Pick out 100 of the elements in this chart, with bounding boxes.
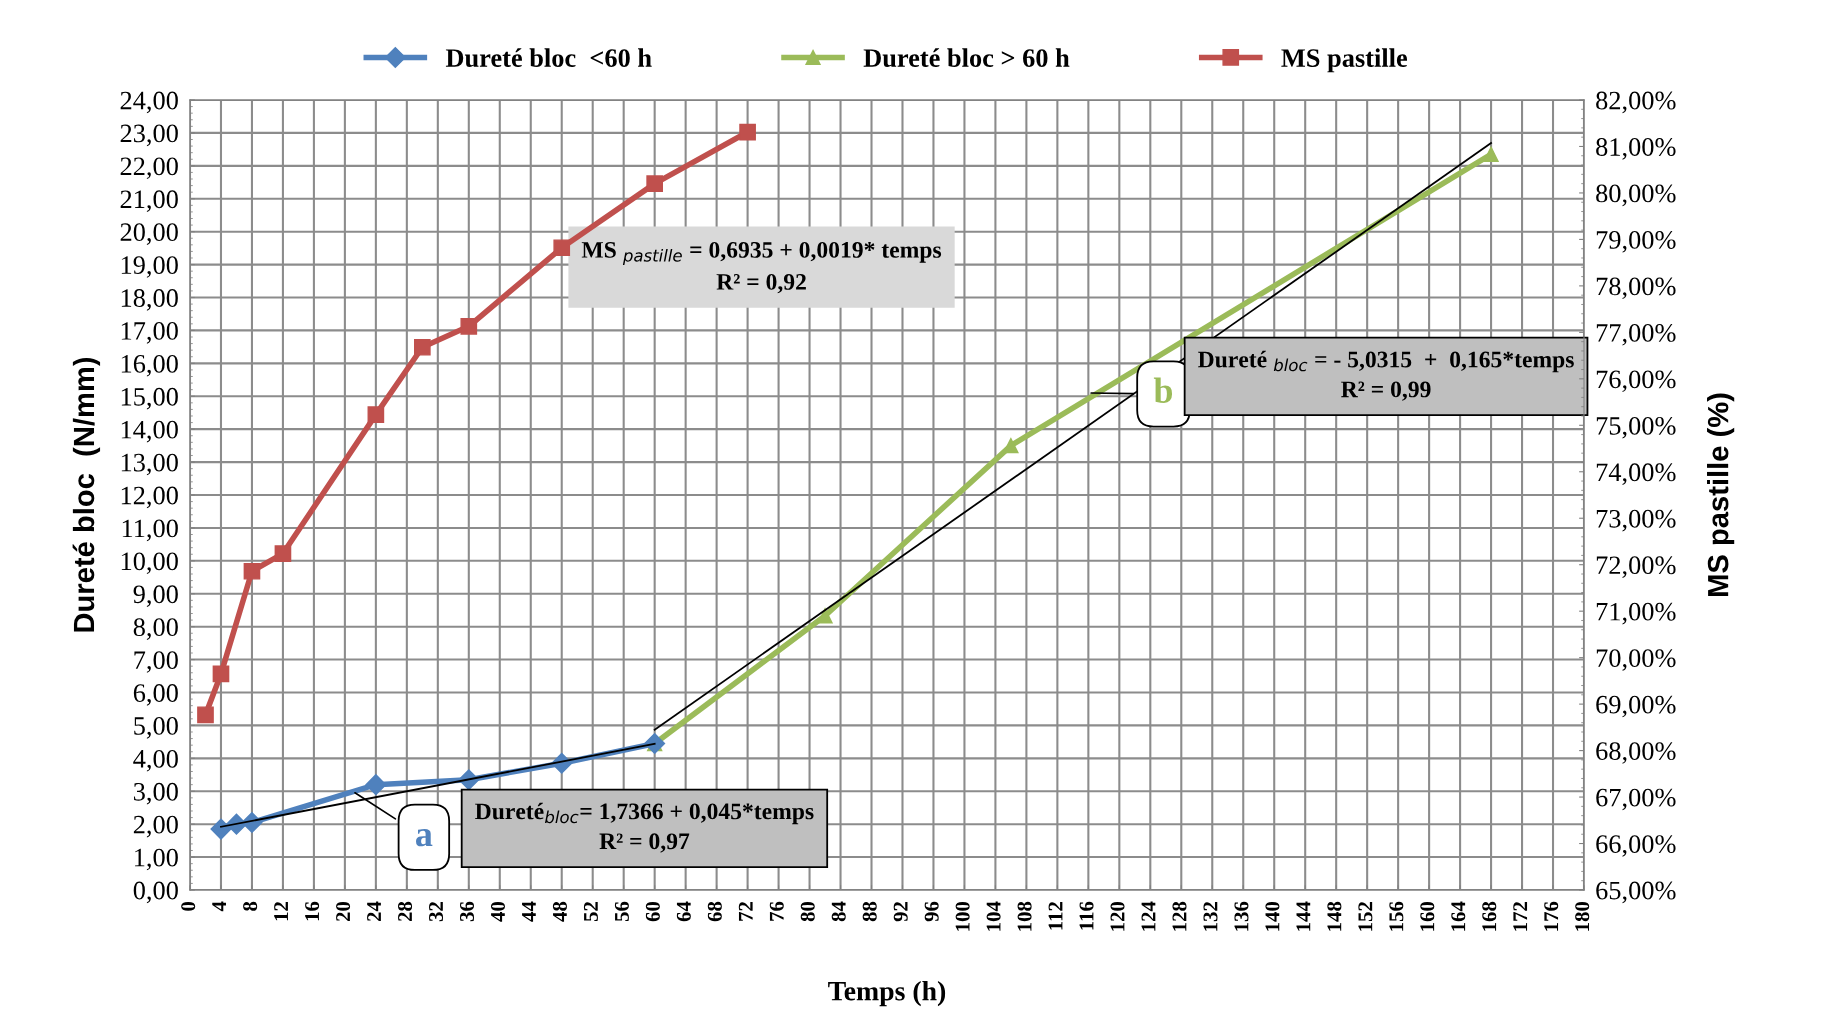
x-tick-label: 176 — [1544, 901, 1559, 931]
y-tick-label: 3,00 — [133, 782, 178, 805]
x-tick-label: 180 — [1575, 901, 1590, 931]
x-tick-label: 168 — [1482, 901, 1497, 931]
x-tick-label: 148 — [1327, 901, 1342, 931]
y-tick-label: 0,00 — [133, 881, 178, 904]
x-tick-label: 84 — [831, 901, 846, 922]
y-tick-label: 2,00 — [133, 815, 178, 838]
x-tick-label: 48 — [552, 901, 567, 922]
x-tick-label: 4 — [212, 901, 226, 912]
x-tick-label: 164 — [1451, 901, 1466, 931]
x-tick-label: 120 — [1110, 901, 1125, 931]
y2-tick-label: 69,00% — [1596, 695, 1676, 718]
y-tick-label: 24,00 — [120, 91, 178, 114]
y2-tick-label: 73,00% — [1596, 509, 1676, 532]
y-tick-label: 19,00 — [121, 256, 178, 278]
x-tick-label: 0 — [181, 901, 196, 911]
annotation: b — [1153, 377, 1173, 403]
x-tick-label: 32 — [429, 902, 444, 922]
y-tick-label: 8,00 — [133, 618, 178, 640]
x-tick-label: 124 — [1141, 901, 1156, 931]
y2-tick-label: 78,00% — [1596, 277, 1676, 300]
x-tick-label: 156 — [1389, 901, 1404, 931]
x-tick-label: 56 — [614, 901, 629, 922]
x-tick-label: 60 — [645, 901, 660, 922]
x-tick-label: 72 — [738, 902, 753, 921]
x-tick-label: 36 — [460, 901, 475, 922]
x-tick-label: 76 — [769, 901, 784, 921]
x-tick-label: 44 — [522, 901, 536, 922]
y2-tick-label: 79,00% — [1596, 231, 1676, 253]
y2-tick-label: 81,00% — [1596, 138, 1676, 160]
x-tick-label: 80 — [800, 901, 815, 922]
y-tick-label: 13,00 — [121, 453, 178, 476]
y-tick-label: 6,00 — [133, 684, 178, 706]
y-tick-label: 5,00 — [134, 717, 178, 739]
x-tick-label: 92 — [893, 902, 908, 922]
x-tick-label: 100 — [955, 901, 970, 931]
x-tick-label: 20 — [336, 901, 351, 922]
x-tick-label: 88 — [862, 901, 877, 922]
x-tick-label: 8 — [243, 901, 258, 911]
legend-label: Dureté bloc <60 h — [445, 48, 652, 67]
x-tick-label: 24 — [367, 901, 381, 922]
y-tick-label: 17,00 — [121, 322, 178, 344]
x-tick-label: 128 — [1172, 901, 1187, 931]
y-tick-label: 20,00 — [120, 223, 178, 245]
x-tick-label: 64 — [676, 901, 691, 922]
x-tick-label: 108 — [1017, 901, 1032, 931]
x-tick-label: 132 — [1203, 902, 1218, 931]
y-tick-label: 1,00 — [135, 848, 178, 871]
x-tick-label: 172 — [1513, 902, 1528, 931]
y2-tick-label: 80,00% — [1596, 184, 1676, 207]
annotation: Dureté$_{bloc}$= 1,7366 + 0,045*temps R² = 0,97 — [475, 802, 814, 853]
x-tick-label: 52 — [583, 902, 598, 922]
y-tick-label: 18,00 — [121, 289, 178, 311]
y2-tick-label: 67,00% — [1596, 788, 1676, 811]
x-axis-title: Temps (h) — [828, 980, 946, 1007]
y2-tick-label: 77,00% — [1596, 323, 1676, 346]
y2-tick-label: 70,00% — [1596, 649, 1676, 671]
y2-axis-title: MS pastille (%) — [1707, 393, 1735, 596]
y-tick-label: 22,00 — [120, 157, 178, 180]
y-tick-label: 16,00 — [121, 354, 178, 377]
x-tick-label: 16 — [305, 901, 320, 921]
x-tick-label: 116 — [1079, 901, 1094, 930]
y-tick-label: 4,00 — [133, 749, 178, 772]
y2-tick-label: 66,00% — [1596, 835, 1676, 857]
x-tick-label: 40 — [490, 901, 505, 922]
y2-tick-label: 82,00% — [1596, 91, 1676, 114]
y-tick-label: 11,00 — [122, 519, 178, 542]
annotation: MS $_{pastille}$ = 0,6935 + 0,0019* temps R² = 0,92 — [581, 241, 942, 294]
y-tick-label: 14,00 — [121, 420, 178, 443]
x-tick-label: 96 — [924, 901, 939, 922]
y-tick-label: 15,00 — [121, 387, 178, 410]
x-tick-label: 152 — [1358, 902, 1373, 931]
x-tick-label: 136 — [1234, 901, 1249, 931]
y-tick-label: 23,00 — [120, 124, 178, 147]
x-tick-label: 28 — [398, 901, 413, 922]
y-tick-label: 10,00 — [121, 552, 178, 575]
y2-tick-label: 76,00% — [1596, 370, 1676, 393]
legend-label: MS pastille — [1281, 48, 1408, 73]
y-tick-label: 9,00 — [133, 585, 178, 607]
x-tick-label: 112 — [1048, 902, 1063, 930]
y2-tick-label: 68,00% — [1596, 742, 1676, 764]
x-tick-label: 140 — [1265, 901, 1280, 931]
y-axis-title: Dureté bloc (N/mm) — [72, 357, 101, 632]
y2-tick-label: 71,00% — [1596, 602, 1676, 625]
annotation: a — [416, 829, 433, 847]
x-tick-label: 160 — [1420, 901, 1435, 931]
y2-tick-label: 74,00% — [1596, 463, 1676, 485]
y2-tick-label: 65,00% — [1596, 881, 1676, 904]
y-tick-label: 21,00 — [120, 190, 178, 212]
legend-label: Dureté bloc > 60 h — [863, 48, 1070, 67]
x-tick-label: 68 — [707, 901, 722, 922]
x-tick-label: 104 — [986, 901, 1001, 931]
x-tick-label: 144 — [1296, 901, 1311, 931]
y2-tick-label: 75,00% — [1596, 416, 1676, 439]
y2-tick-label: 72,00% — [1596, 556, 1676, 578]
y-tick-label: 7,00 — [134, 651, 178, 673]
y-tick-label: 12,00 — [121, 486, 178, 509]
x-tick-label: 12 — [274, 902, 288, 921]
annotation: Dureté $_{bloc}$ = - 5,0315 + 0,165*temps R² = 0,99 — [1198, 350, 1574, 401]
